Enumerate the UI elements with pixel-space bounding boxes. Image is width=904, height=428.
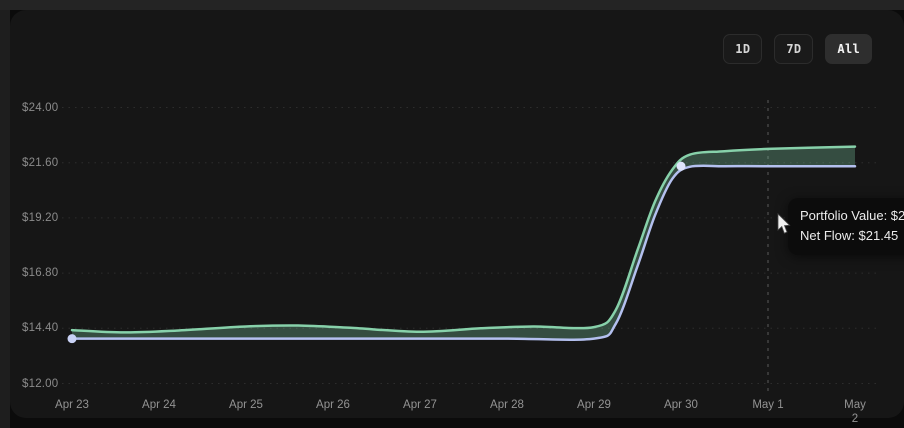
x-axis-label: Apr 24 <box>142 398 176 412</box>
portfolio-chart[interactable] <box>0 0 904 428</box>
y-axis-label: $12.00 <box>22 378 58 390</box>
x-axis-label: Apr 25 <box>229 398 263 412</box>
x-axis-label: Apr 26 <box>316 398 350 412</box>
y-axis-label: $19.20 <box>22 212 58 224</box>
y-axis-label: $14.40 <box>22 322 58 334</box>
net-flow-line <box>72 166 855 340</box>
time-range-selector: 1D 7D All <box>723 34 872 64</box>
y-axis-label: $24.00 <box>22 102 58 114</box>
range-button-1d[interactable]: 1D <box>723 34 762 64</box>
tooltip-net-flow: Net Flow: $21.45 <box>800 226 904 246</box>
portfolio-page: { "toolbar": { "ranges": [ {"label": "1D… <box>0 0 904 428</box>
x-axis-label: Apr 30 <box>664 398 698 412</box>
y-axis-label: $21.60 <box>22 157 58 169</box>
x-axis-label: May 2 <box>840 398 870 427</box>
x-axis-label: May 1 <box>752 398 783 412</box>
x-axis-label: Apr 29 <box>577 398 611 412</box>
range-button-7d[interactable]: 7D <box>774 34 813 64</box>
y-axis-label: $16.80 <box>22 267 58 279</box>
x-axis-label: Apr 23 <box>55 398 89 412</box>
chart-tooltip: Portfolio Value: $22.2 Net Flow: $21.45 <box>788 198 904 255</box>
data-point-marker <box>68 334 77 343</box>
series-fill-area <box>72 147 855 340</box>
range-button-all[interactable]: All <box>825 34 872 64</box>
tooltip-portfolio-value: Portfolio Value: $22.2 <box>800 206 904 226</box>
x-axis-label: Apr 28 <box>490 398 524 412</box>
data-point-marker <box>677 162 686 171</box>
x-axis-label: Apr 27 <box>403 398 437 412</box>
portfolio-value-line <box>72 147 855 333</box>
